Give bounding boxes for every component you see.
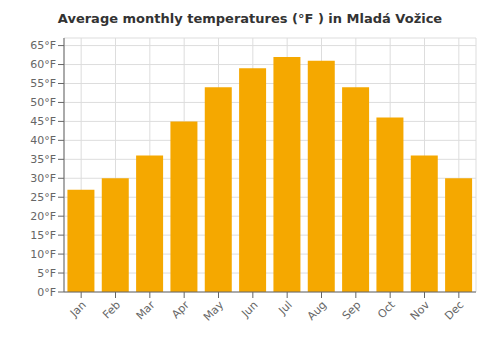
svg-text:65°F: 65°F xyxy=(30,39,56,52)
svg-text:Nov: Nov xyxy=(408,298,433,323)
svg-text:25°F: 25°F xyxy=(30,191,56,204)
svg-text:45°F: 45°F xyxy=(30,115,56,128)
svg-text:Jan: Jan xyxy=(67,298,89,320)
svg-text:50°F: 50°F xyxy=(30,96,56,109)
svg-text:5°F: 5°F xyxy=(37,267,56,280)
svg-text:Sep: Sep xyxy=(340,298,364,322)
svg-text:20°F: 20°F xyxy=(30,210,56,223)
svg-text:40°F: 40°F xyxy=(30,134,56,147)
svg-text:Aug: Aug xyxy=(305,298,329,322)
svg-text:15°F: 15°F xyxy=(30,229,56,242)
svg-text:Mar: Mar xyxy=(134,298,158,322)
svg-text:60°F: 60°F xyxy=(30,58,56,71)
svg-text:Jun: Jun xyxy=(238,298,260,320)
svg-text:10°F: 10°F xyxy=(30,248,56,261)
svg-text:Oct: Oct xyxy=(375,298,398,321)
svg-text:55°F: 55°F xyxy=(30,77,56,90)
svg-text:0°F: 0°F xyxy=(37,286,56,299)
html-text:Average monthly temperatures (: Average monthly temperatures (°F ) in Ml… xyxy=(57,11,443,26)
svg-text:30°F: 30°F xyxy=(30,172,56,185)
svg-text:Feb: Feb xyxy=(100,298,123,321)
svg-text:Dec: Dec xyxy=(442,298,466,322)
svg-text:May: May xyxy=(201,298,227,324)
svg-text:Apr: Apr xyxy=(169,298,192,321)
svg-text:Jul: Jul xyxy=(276,298,295,317)
svg-text:35°F: 35°F xyxy=(30,153,56,166)
